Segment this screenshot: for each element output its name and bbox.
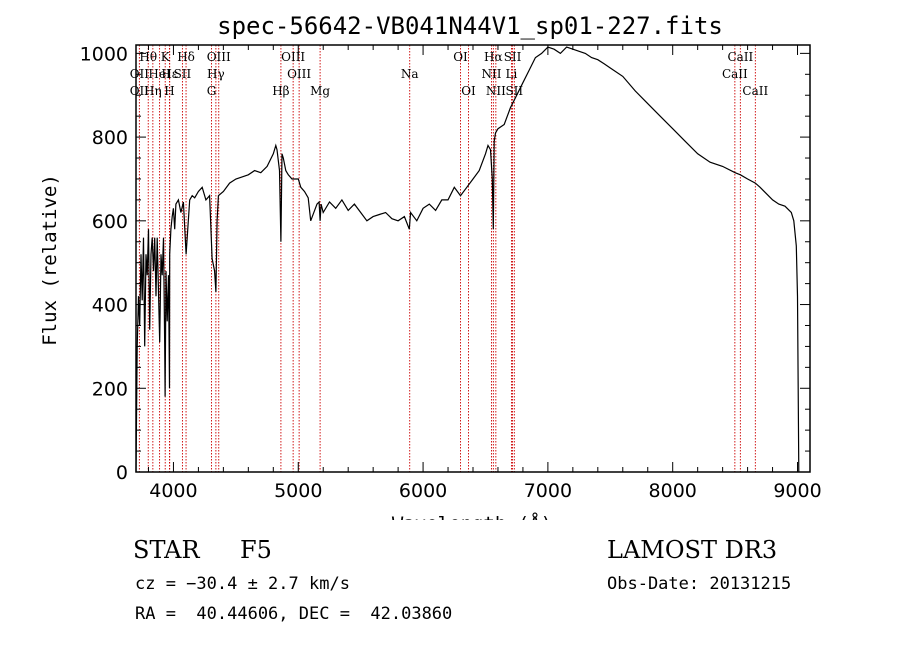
object-class: STAR [133,536,200,564]
spectral-line-label: OIII [287,67,311,81]
spectral-line-label: Hη [144,84,162,98]
spectral-line-label: Hβ [272,84,289,98]
spectral-line-label: Li [506,67,518,81]
spectral-line-label: OIII [281,50,305,64]
spectral-line-label: OI [461,84,476,98]
y-tick-label: 200 [92,378,128,400]
y-tick-label: 800 [92,127,128,149]
x-tick-label: 8000 [649,480,697,502]
y-tick-label: 1000 [80,43,128,65]
spectral-line-label: CaII [742,84,768,98]
x-tick-label: 6000 [399,480,447,502]
spectral-line-label: Hε [161,67,178,81]
redshift-value: cz = −30.4 ± 2.7 km/s [135,574,350,594]
spectral-line-label: H [164,84,174,98]
spectral-line-label: K [161,50,171,64]
spectral-line-label: Hδ [177,50,195,64]
spectral-line-label: SII [505,84,523,98]
x-axis-label: Wavelength (Å) [392,512,552,520]
spectral-line-label: OII [130,84,150,98]
y-axis-label: Flux (relative) [39,174,61,346]
chart-title: spec-56642-VB041N44V1_sp01-227.fits [217,12,723,40]
spectral-line-label: Mg [310,84,330,98]
spectral-line-label: Na [401,67,419,81]
y-tick-label: 400 [92,295,128,317]
axis-ticks: 4000 5000 6000 7000 8000 9000 0 200 400 600 800 100… [80,43,822,502]
spectral-line-markers [138,45,756,472]
observation-date: Obs-Date: 20131215 [607,574,792,594]
spectral-line-label: OI [453,50,468,64]
spectral-line-label: Hα [484,50,503,64]
spectral-line-label: SII [504,50,522,64]
survey-name: LAMOST DR3 [607,536,778,564]
spectral-line-label: CaII [727,50,753,64]
spectral-line-label: NII [481,67,501,81]
spectral-line-label: HeI [148,67,171,81]
coordinates: RA = 40.44606, DEC = 42.03860 [135,604,453,624]
spectral-line-label: OII [130,67,150,81]
spectrum-line [135,46,800,473]
y-tick-label: 0 [116,462,128,484]
spectral-line-label: G [207,84,217,98]
spectral-line-label: CaII [722,67,748,81]
spectral-line-label: Hγ [207,67,225,81]
plot-frame [135,44,811,473]
x-tick-label: 4000 [149,480,197,502]
x-tick-label: 7000 [524,480,572,502]
x-tick-label: 9000 [773,480,821,502]
y-tick-label: 600 [92,211,128,233]
spectral-line-label: OIII [207,50,231,64]
spectral-line-label: NII [486,84,506,98]
spectrum-chart: spec-56642-VB041N44V1_sp01-227.fits 4000… [39,12,822,520]
spectral-line-label: SII [174,67,192,81]
spectral-line-label: Hθ [139,50,157,64]
x-tick-label: 5000 [274,480,322,502]
object-subclass: F5 [240,536,272,564]
